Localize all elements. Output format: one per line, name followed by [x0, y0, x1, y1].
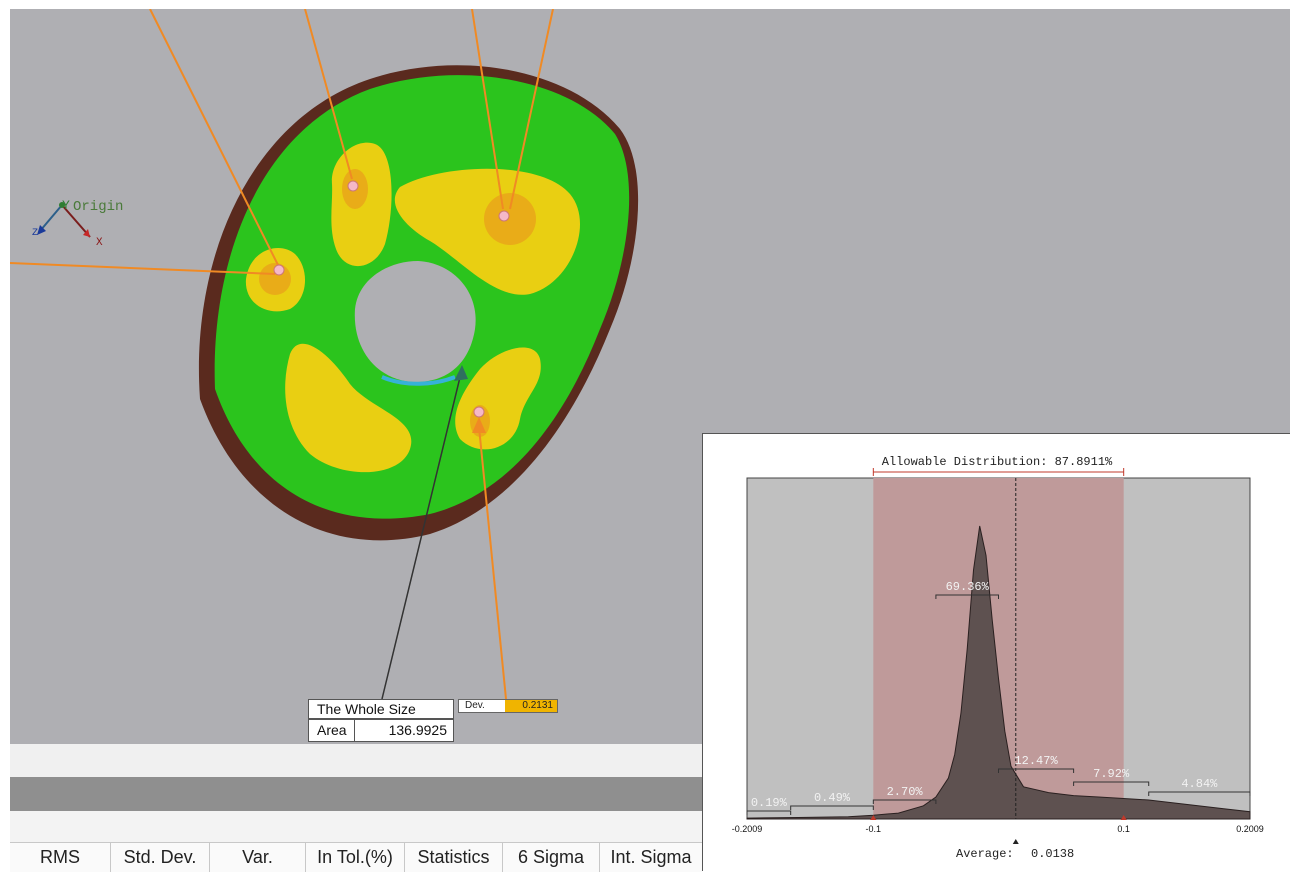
- panel-strip-gap: [10, 811, 702, 842]
- x-tick-label-3: 0.2009: [1236, 824, 1264, 834]
- axis-origin-label: Origin: [73, 199, 123, 215]
- stats-table-header: RMS Std. Dev. Var. In Tol.(%) Statistics…: [10, 842, 702, 872]
- axis-triad: Y Origin X Z: [32, 198, 123, 249]
- deviation-histogram-panel: Allowable Distribution: 87.8911% Average…: [702, 433, 1290, 871]
- col-header-std-dev[interactable]: Std. Dev.: [111, 843, 210, 872]
- leader-line-1: [149, 9, 281, 270]
- bin-bracket-1: [790, 805, 874, 810]
- measure-point-2[interactable]: [498, 210, 510, 222]
- bin-percentage-label-4: 12.47%: [1014, 754, 1058, 768]
- axis-y-label: Y: [62, 198, 70, 213]
- hotspot-2: [484, 193, 536, 245]
- callout-area-row: Area 136.9925: [308, 719, 454, 742]
- bin-bracket-4: [998, 768, 1075, 773]
- deviation-label-box[interactable]: Dev. 0.2131: [458, 699, 558, 713]
- bin-bracket-6: [1148, 791, 1251, 796]
- bin-bracket-5: [1073, 781, 1150, 786]
- dev-label: Dev.: [459, 700, 505, 712]
- histogram-title: Allowable Distribution: 87.8911%: [882, 455, 1113, 469]
- dev-value: 0.2131: [505, 700, 557, 712]
- callout-title: The Whole Size: [308, 699, 454, 719]
- col-header-rms[interactable]: RMS: [10, 843, 111, 872]
- model-center-hole: [354, 261, 476, 383]
- col-header-int-sigma[interactable]: Int. Sigma: [610, 847, 692, 867]
- average-label: Average:: [956, 847, 1014, 861]
- callout-arrow: [454, 365, 468, 381]
- measure-point-1[interactable]: [347, 180, 359, 192]
- x-tick-label-1: -0.1: [866, 824, 882, 834]
- col-header-in-tol[interactable]: In Tol.(%): [306, 843, 405, 872]
- model-scene[interactable]: Y Origin X Z: [10, 9, 1290, 744]
- bin-bracket-0: [746, 810, 792, 815]
- histogram-chart: Allowable Distribution: 87.8911% Average…: [732, 455, 1264, 861]
- bin-percentage-label-1: 0.49%: [814, 791, 851, 805]
- bin-percentage-label-3: 69.36%: [946, 580, 990, 594]
- measure-point-3[interactable]: [273, 264, 285, 276]
- distribution-area: [746, 525, 1251, 820]
- callout-area-value: 136.9925: [388, 722, 447, 738]
- tolerance-limit-marker-icon-1: [870, 815, 877, 820]
- bin-bracket-2: [872, 799, 937, 804]
- col-header-statistics[interactable]: Statistics: [405, 843, 503, 872]
- leader-line-3: [304, 9, 353, 180]
- tolerance-limit-marker-icon-2: [1120, 815, 1127, 820]
- bin-percentage-label-5: 7.92%: [1093, 767, 1130, 781]
- bin-bracket-3: [935, 594, 999, 599]
- leader-line-4: [471, 9, 504, 210]
- x-tick-label-2: 0.1: [1117, 824, 1130, 834]
- bin-percentage-label-2: 2.70%: [887, 785, 924, 799]
- average-value: 0.0138: [1031, 847, 1074, 861]
- 3d-viewport[interactable]: Y Origin X Z: [10, 9, 1290, 744]
- panel-strip-dark: [10, 777, 702, 811]
- leader-line-2: [10, 262, 276, 275]
- col-header-var[interactable]: Var.: [210, 843, 306, 872]
- callout-leader-line: [381, 368, 463, 700]
- z-axis-arrow-icon: [37, 225, 46, 235]
- callout-area-label: Area: [309, 720, 355, 741]
- leader-line-5: [509, 9, 554, 210]
- bin-percentage-label-6: 4.84%: [1181, 777, 1218, 791]
- bin-percentage-label-0: 0.19%: [751, 796, 788, 810]
- col-header-6-sigma[interactable]: 6 Sigma: [503, 843, 600, 872]
- z-axis-line: [39, 204, 63, 232]
- x-axis-line: [61, 204, 91, 238]
- y-axis-icon: [59, 202, 65, 208]
- hole-edge-highlight: [381, 375, 456, 386]
- direction-arrow: [472, 417, 486, 433]
- x-axis-arrow-icon: [83, 229, 90, 237]
- axis-z-label: Z: [32, 228, 38, 239]
- average-marker-icon: [1012, 839, 1019, 844]
- panel-strip-light: [10, 744, 702, 777]
- axis-x-label: X: [96, 237, 103, 249]
- leader-line-6: [478, 426, 507, 700]
- measure-point-4[interactable]: [473, 406, 485, 418]
- deviation-region-lower-left: [285, 343, 412, 473]
- x-tick-label-0: -0.2009: [732, 824, 763, 834]
